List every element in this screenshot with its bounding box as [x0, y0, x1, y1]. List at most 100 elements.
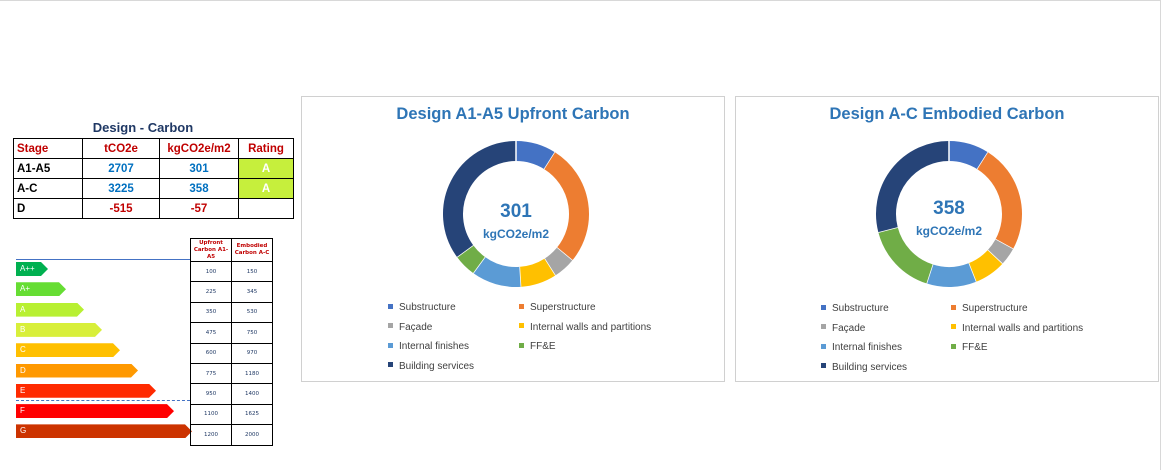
legend-item[interactable]: FF&E	[951, 342, 988, 353]
legend-item[interactable]: Building services	[821, 362, 907, 373]
upfront-threshold-cell[interactable]: 775	[190, 362, 232, 385]
embodied-threshold-cell[interactable]: 1400	[231, 383, 273, 405]
center-unit: kgCO2e/m2	[915, 224, 983, 238]
legend-item[interactable]: Substructure	[388, 302, 456, 313]
legend-label: Superstructure	[530, 302, 596, 313]
header-stage[interactable]: Stage	[13, 138, 83, 159]
legend-swatch	[821, 324, 826, 330]
embodied-threshold-cell[interactable]: 345	[231, 281, 273, 303]
legend-label: FF&E	[962, 342, 988, 353]
upfront-threshold-cell[interactable]: 475	[190, 322, 232, 344]
slice-separator	[556, 247, 573, 262]
donut-slice-internal-finishes[interactable]	[473, 256, 521, 287]
embodied-threshold-cell[interactable]: 150	[231, 260, 273, 283]
donut-slice-internal-finishes[interactable]	[926, 263, 976, 287]
embodied-threshold-cell[interactable]: 750	[231, 322, 273, 344]
legend-item[interactable]: Internal walls and partitions	[519, 322, 651, 333]
table-row: 1100 1625	[190, 403, 273, 426]
donut-slice-substructure[interactable]	[515, 141, 556, 170]
donut-slice-building-services[interactable]	[443, 141, 517, 257]
embodied-threshold-cell[interactable]: 1625	[231, 403, 273, 426]
legend-swatch	[951, 343, 956, 349]
legend-swatch	[388, 362, 393, 368]
legend-item[interactable]: Façade	[821, 323, 865, 334]
center-unit: kgCO2e/m2	[482, 227, 550, 241]
chart-title: Design A1-A5 Upfront Carbon	[396, 105, 630, 123]
header-tco2e[interactable]: tCO2e	[82, 138, 160, 159]
design-carbon-title: Design - Carbon	[92, 120, 194, 135]
rating-band-b: B	[16, 323, 102, 337]
stage-cell[interactable]: A1-A5	[13, 158, 83, 179]
embodied-threshold-cell[interactable]: 530	[231, 301, 273, 324]
tco2e-cell[interactable]: 2707	[82, 158, 160, 179]
benchmark-table: Upfront Carbon A1-A5 Embodied Carbon A-C…	[190, 238, 273, 446]
legend-item[interactable]: Internal finishes	[821, 342, 902, 353]
table-header-row: Stage tCO2e kgCO2e/m2 Rating	[13, 138, 294, 159]
upfront-threshold-cell[interactable]: 950	[190, 383, 232, 405]
upfront-threshold-cell[interactable]: 1200	[190, 424, 232, 446]
legend-swatch	[388, 323, 393, 329]
donut-slice-ff-e[interactable]	[878, 226, 934, 284]
upfront-threshold-cell[interactable]: 1100	[190, 403, 232, 426]
legend-item[interactable]: FF&E	[519, 341, 556, 352]
kgco2e-cell[interactable]: -57	[159, 198, 239, 219]
legend-item[interactable]: Substructure	[821, 303, 889, 314]
tco2e-cell[interactable]: 3225	[82, 178, 160, 199]
rating-band-aplusplus: A++	[16, 262, 48, 276]
upfront-threshold-cell[interactable]: 600	[190, 342, 232, 364]
legend-item[interactable]: Building services	[388, 361, 474, 372]
table-row: A1-A5 2707 301 A	[13, 158, 294, 179]
ac-marker-line	[16, 400, 190, 401]
header-kgco2e[interactable]: kgCO2e/m2	[159, 138, 239, 159]
header-rating[interactable]: Rating	[238, 138, 294, 159]
embodied-threshold-cell[interactable]: 2000	[231, 424, 273, 446]
donut-slice-fa-ade[interactable]	[987, 239, 1013, 264]
legend-swatch	[951, 304, 956, 310]
donut-slice-ff-e[interactable]	[456, 244, 486, 274]
upfront-threshold-cell[interactable]: 225	[190, 281, 232, 303]
donut-slice-substructure[interactable]	[948, 141, 989, 170]
legend-item[interactable]: Superstructure	[519, 302, 596, 313]
rating-band-f: F	[16, 404, 174, 418]
legend-label: Substructure	[832, 303, 889, 314]
bench-header-embodied[interactable]: Embodied Carbon A-C	[231, 238, 273, 262]
rating-band-c: C	[16, 343, 120, 357]
donut-slice-internal-walls-and-partitions[interactable]	[518, 258, 556, 287]
legend-label: Internal walls and partitions	[962, 322, 1084, 334]
donut-slice-building-services[interactable]	[876, 141, 950, 233]
bench-header-upfront[interactable]: Upfront Carbon A1-A5	[190, 238, 232, 262]
table-row: A-C 3225 358 A	[13, 178, 294, 199]
table-row: 600 970	[190, 342, 273, 364]
table-row: 475 750	[190, 322, 273, 344]
embodied-threshold-cell[interactable]: 1180	[231, 362, 273, 385]
legend-item[interactable]: Façade	[388, 322, 432, 333]
legend-item[interactable]: Superstructure	[951, 303, 1028, 314]
donut-slice-superstructure[interactable]	[977, 152, 1022, 250]
rating-cell[interactable]	[238, 198, 294, 219]
donut-chart	[443, 141, 589, 287]
embodied-threshold-cell[interactable]: 970	[231, 342, 273, 364]
upfront-threshold-cell[interactable]: 350	[190, 301, 232, 324]
legend-label: Substructure	[399, 302, 456, 313]
kgco2e-cell[interactable]: 358	[159, 178, 239, 199]
legend-swatch	[388, 342, 393, 348]
kgco2e-cell[interactable]: 301	[159, 158, 239, 179]
rating-cell[interactable]: A	[238, 178, 294, 199]
stage-cell[interactable]: A-C	[13, 178, 83, 199]
rating-cell[interactable]: A	[238, 158, 294, 179]
legend-swatch	[388, 303, 393, 309]
stage-cell[interactable]: D	[13, 198, 83, 219]
table-row: 225 345	[190, 281, 273, 303]
design-carbon-table: Stage tCO2e kgCO2e/m2 Rating A1-A5 2707 …	[13, 138, 294, 219]
legend-item[interactable]: Internal walls and partitions	[951, 323, 1083, 334]
donut-slice-internal-walls-and-partitions[interactable]	[968, 249, 1003, 282]
upfront-threshold-cell[interactable]: 100	[190, 260, 232, 283]
chart-embodied-carbon: Design A-C Embodied Carbon 358 kgCO2e/m2…	[735, 96, 1159, 382]
rating-band-e: E	[16, 384, 156, 398]
table-row: 775 1180	[190, 362, 273, 385]
donut-slice-superstructure[interactable]	[544, 152, 589, 261]
legend-item[interactable]: Internal finishes	[388, 341, 469, 352]
chart-title: Design A-C Embodied Carbon	[829, 105, 1065, 123]
donut-slice-fa-ade[interactable]	[544, 247, 573, 276]
tco2e-cell[interactable]: -515	[82, 198, 160, 219]
